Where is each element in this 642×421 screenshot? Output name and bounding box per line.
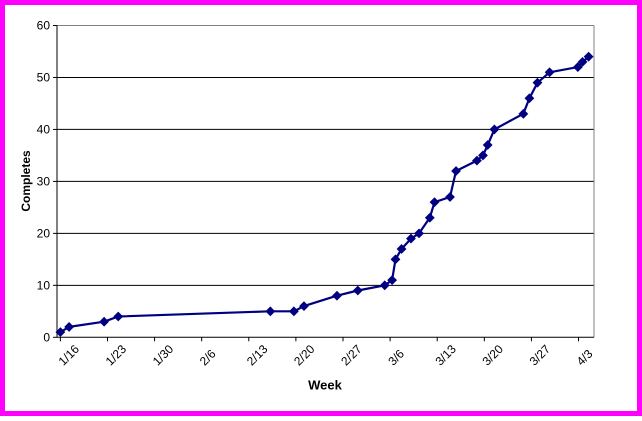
- y-tick-label: 0: [43, 330, 50, 344]
- y-tick-label: 50: [37, 70, 51, 84]
- x-tick-label: 4/3: [574, 346, 596, 368]
- data-point-marker: [478, 150, 488, 161]
- y-tick-label: 20: [37, 226, 51, 240]
- series-completes: [55, 51, 594, 338]
- data-point-marker: [532, 77, 543, 88]
- x-tick-label: 2/20: [291, 342, 318, 369]
- x-axis-title: Week: [308, 377, 342, 393]
- data-point-marker: [429, 197, 440, 208]
- x-tick-label: 3/13: [432, 342, 459, 369]
- gridlines: [57, 76, 594, 286]
- data-point-marker: [299, 301, 309, 312]
- data-point-marker: [406, 233, 416, 244]
- data-point-marker: [482, 140, 493, 150]
- data-point-marker: [472, 155, 482, 166]
- x-tick-label: 2/27: [338, 342, 365, 369]
- x-tick-label: 1/16: [56, 342, 83, 369]
- y-axis-title: Completes: [19, 150, 33, 212]
- data-point-marker: [332, 290, 342, 301]
- data-point-marker: [265, 306, 276, 317]
- x-tick-label: 1/30: [150, 342, 177, 369]
- x-tick-label: 3/20: [480, 342, 507, 369]
- data-point-marker: [414, 228, 424, 239]
- plot-border: [57, 25, 595, 338]
- data-point-marker: [64, 321, 75, 332]
- x-tick-label: 2/13: [244, 342, 271, 369]
- data-point-marker: [544, 67, 555, 78]
- x-tick-label: 3/6: [385, 346, 407, 368]
- x-tick-label: 1/23: [103, 342, 130, 369]
- series-line: [59, 55, 590, 334]
- data-point-marker: [55, 327, 66, 338]
- data-point-marker: [489, 124, 500, 135]
- y-tick-label: 30: [37, 174, 51, 188]
- data-point-marker: [445, 192, 455, 202]
- data-point-marker: [518, 108, 529, 119]
- y-axis-ticks: 0 10 20 30 40 50 60: [37, 19, 57, 344]
- data-point-marker: [396, 244, 407, 254]
- data-point-marker: [424, 212, 435, 223]
- x-tick-label: 3/27: [527, 342, 554, 369]
- y-tick-label: 40: [37, 122, 51, 136]
- data-point-marker: [379, 280, 390, 291]
- data-point-marker: [99, 316, 110, 327]
- data-point-marker: [524, 93, 535, 104]
- data-point-marker: [352, 285, 363, 296]
- y-tick-label: 60: [37, 19, 51, 33]
- data-point-marker: [387, 275, 398, 286]
- data-point-marker: [572, 62, 583, 72]
- x-axis-ticks: 1/16 1/23 1/30 2/6 2/13 2/20 2/27 3/6 3/13 3/20 3/…: [56, 337, 596, 368]
- data-point-marker: [583, 51, 594, 62]
- y-tick-label: 10: [37, 278, 51, 292]
- data-point-marker: [288, 306, 299, 317]
- data-point-marker: [390, 254, 401, 265]
- data-point-marker: [577, 56, 588, 67]
- data-point-marker: [451, 166, 461, 176]
- x-tick-label: 2/6: [197, 346, 219, 368]
- data-point-marker: [113, 311, 124, 322]
